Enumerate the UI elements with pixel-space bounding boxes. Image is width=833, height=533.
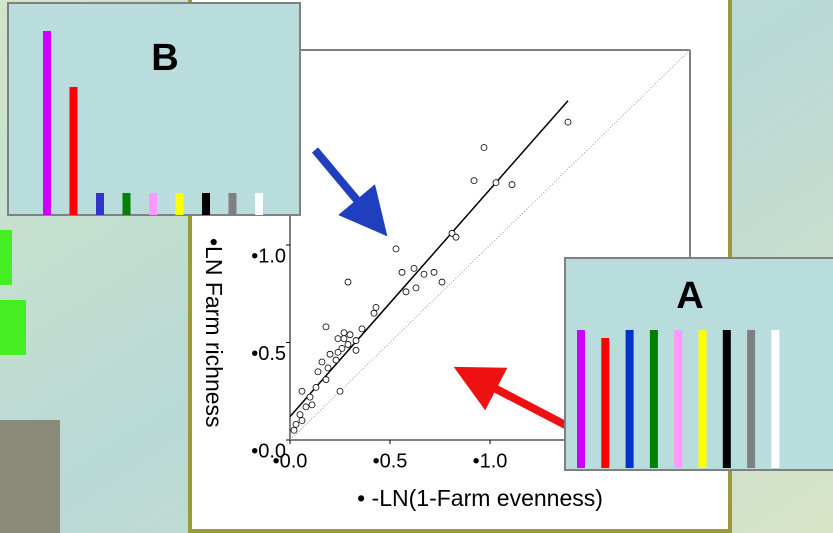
point: [372, 303, 380, 311]
point: [430, 268, 438, 276]
bar: [149, 193, 157, 215]
point: [292, 420, 300, 428]
point: [564, 118, 572, 126]
point: [352, 346, 360, 354]
bar: [122, 193, 131, 215]
point: [340, 329, 348, 337]
bar: [722, 330, 731, 468]
point: [398, 268, 406, 276]
bar: [228, 193, 237, 215]
decor: [0, 300, 26, 355]
point: [370, 309, 378, 317]
point: [334, 348, 342, 356]
point: [314, 368, 322, 376]
x-tick-label: •1.0: [473, 450, 508, 472]
point: [334, 335, 342, 343]
decor-photo: [0, 420, 60, 533]
reference-line: [289, 49, 691, 441]
point: [492, 179, 500, 187]
point: [340, 335, 348, 343]
point: [296, 411, 304, 419]
point: [438, 278, 446, 286]
bar: [577, 330, 585, 468]
bar: [255, 193, 263, 215]
point: [452, 233, 460, 241]
decor: [0, 230, 12, 285]
bar: [625, 330, 634, 468]
point: [312, 383, 320, 391]
point: [326, 350, 334, 358]
point: [358, 325, 366, 333]
bar: [747, 330, 756, 468]
point: [322, 376, 330, 383]
inset-a: A: [564, 257, 833, 471]
point: [336, 387, 344, 395]
point: [318, 358, 326, 366]
point: [410, 264, 418, 272]
point: [344, 341, 352, 348]
point: [448, 229, 456, 237]
point: [338, 344, 346, 352]
fit-line: [289, 100, 569, 418]
y-tick-label: •0.0: [251, 440, 286, 462]
point: [290, 426, 298, 434]
inset-box: [7, 2, 301, 216]
point: [302, 403, 310, 411]
point: [402, 288, 410, 296]
point: [306, 393, 314, 401]
point: [346, 331, 354, 339]
bar: [175, 193, 184, 215]
point: [308, 401, 316, 409]
x-axis-label: • -LN(1-Farm evenness): [357, 485, 603, 511]
point: [344, 278, 352, 286]
point: [412, 284, 420, 292]
inset-b: B: [7, 2, 301, 216]
bar: [202, 193, 210, 215]
point: [298, 417, 306, 424]
bar: [69, 87, 78, 215]
y-tick-label: •0.5: [251, 343, 286, 365]
bar: [43, 31, 51, 215]
point: [392, 245, 400, 253]
inset-title: A: [676, 275, 703, 317]
arrow: [453, 366, 577, 434]
point: [480, 144, 488, 151]
bar: [674, 330, 683, 468]
bar: [601, 338, 610, 468]
point: [332, 356, 340, 364]
x-tick-label: •0.0: [273, 450, 308, 472]
inset-title: B: [151, 37, 178, 79]
x-tick-label: •0.5: [373, 450, 408, 472]
point: [470, 177, 478, 185]
point: [508, 181, 516, 188]
bar: [698, 330, 707, 468]
point: [298, 387, 306, 395]
bar: [649, 330, 658, 468]
point: [322, 323, 330, 331]
point: [324, 364, 332, 372]
y-tick-label: •1.0: [251, 245, 286, 267]
arrow: [311, 147, 388, 237]
point: [420, 270, 428, 278]
y-axis-label: •LN Farm richness: [201, 238, 227, 428]
bar: [771, 330, 780, 468]
bar: [96, 193, 104, 215]
point: [352, 337, 360, 344]
